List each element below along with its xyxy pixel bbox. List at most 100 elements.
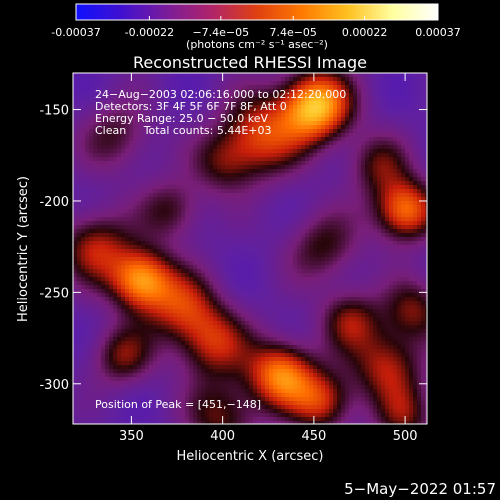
heatmap-cell (281, 253, 285, 257)
heatmap-cell (341, 205, 345, 209)
heatmap-cell (129, 117, 133, 121)
heatmap-cell (317, 125, 321, 129)
heatmap-cell (285, 93, 289, 97)
heatmap-cell (129, 185, 133, 189)
heatmap-cell (185, 145, 189, 149)
heatmap-cell (241, 89, 245, 93)
heatmap-cell (161, 185, 165, 189)
heatmap-cell (329, 161, 333, 165)
heatmap-cell (301, 225, 305, 229)
heatmap-cell (397, 105, 401, 109)
heatmap-cell (297, 117, 301, 121)
heatmap-cell (397, 137, 401, 141)
heatmap-cell (209, 245, 213, 249)
heatmap-cell (193, 105, 197, 109)
heatmap-cell (317, 221, 321, 225)
heatmap-cell (345, 213, 349, 217)
heatmap-cell (133, 89, 137, 93)
heatmap-cell (201, 257, 205, 261)
heatmap-cell (125, 133, 129, 137)
heatmap-cell (297, 217, 301, 221)
heatmap-cell (229, 285, 233, 289)
heatmap-cell (309, 85, 313, 89)
heatmap-cell (109, 237, 113, 241)
heatmap-cell (245, 141, 249, 145)
heatmap-cell (401, 265, 405, 269)
heatmap-cell (81, 293, 85, 297)
heatmap-cell (189, 193, 193, 197)
heatmap-cell (185, 241, 189, 245)
heatmap-cell (321, 113, 325, 117)
heatmap-cell (397, 157, 401, 161)
heatmap-cell (109, 161, 113, 165)
heatmap-cell (81, 197, 85, 201)
heatmap-cell (157, 257, 161, 261)
heatmap-cell (89, 285, 93, 289)
heatmap-cell (321, 73, 325, 77)
heatmap-cell (193, 141, 197, 145)
heatmap-cell (389, 149, 393, 153)
heatmap-cell (297, 121, 301, 125)
heatmap-cell (101, 189, 105, 193)
heatmap-cell (177, 181, 181, 185)
heatmap-cell (281, 233, 285, 237)
heatmap-cell (313, 201, 317, 205)
heatmap-cell (181, 109, 185, 113)
heatmap-cell (141, 285, 145, 289)
heatmap-cell (197, 121, 201, 125)
heatmap-cell (317, 197, 321, 201)
heatmap-cell (169, 285, 173, 289)
heatmap-cell (353, 121, 357, 125)
heatmap-cell (237, 249, 241, 253)
heatmap-cell (269, 117, 273, 121)
heatmap-cell (313, 221, 317, 225)
heatmap-cell (157, 229, 161, 233)
heatmap-cell (225, 193, 229, 197)
heatmap-cell (89, 253, 93, 257)
heatmap-cell (141, 89, 145, 93)
heatmap-cell (121, 217, 125, 221)
heatmap-cell (341, 137, 345, 141)
heatmap-cell (389, 189, 393, 193)
heatmap-cell (205, 185, 209, 189)
heatmap-cell (73, 213, 77, 217)
heatmap-cell (309, 281, 313, 285)
heatmap-cell (297, 269, 301, 273)
heatmap-cell (193, 229, 197, 233)
heatmap-cell (401, 113, 405, 117)
heatmap-cell (261, 177, 265, 181)
heatmap-cell (109, 249, 113, 253)
heatmap-cell (253, 129, 257, 133)
heatmap-cell (341, 249, 345, 253)
heatmap-cell (237, 173, 241, 177)
heatmap-cell (301, 217, 305, 221)
heatmap-cell (337, 145, 341, 149)
heatmap-cell (345, 257, 349, 261)
heatmap-cell (125, 281, 129, 285)
heatmap-cell (101, 237, 105, 241)
heatmap-cell (405, 89, 409, 93)
heatmap-cell (385, 233, 389, 237)
heatmap-cell (329, 101, 333, 105)
heatmap-cell (145, 237, 149, 241)
heatmap-cell (325, 165, 329, 169)
heatmap-cell (229, 269, 233, 273)
heatmap-cell (249, 213, 253, 217)
heatmap-cell (105, 241, 109, 245)
heatmap-cell (321, 89, 325, 93)
heatmap-cell (85, 189, 89, 193)
heatmap-cell (241, 141, 245, 145)
heatmap-cell (169, 85, 173, 89)
heatmap-cell (93, 185, 97, 189)
heatmap-cell (169, 157, 173, 161)
heatmap-cell (333, 241, 337, 245)
heatmap-cell (193, 245, 197, 249)
heatmap-cell (157, 89, 161, 93)
heatmap-cell (169, 257, 173, 261)
heatmap-cell (125, 173, 129, 177)
heatmap-cell (245, 249, 249, 253)
heatmap-cell (421, 233, 425, 237)
heatmap-cell (317, 81, 321, 85)
heatmap-cell (185, 245, 189, 249)
heatmap-cell (145, 221, 149, 225)
